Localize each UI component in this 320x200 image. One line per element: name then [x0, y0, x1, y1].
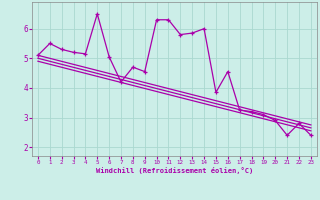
- X-axis label: Windchill (Refroidissement éolien,°C): Windchill (Refroidissement éolien,°C): [96, 167, 253, 174]
